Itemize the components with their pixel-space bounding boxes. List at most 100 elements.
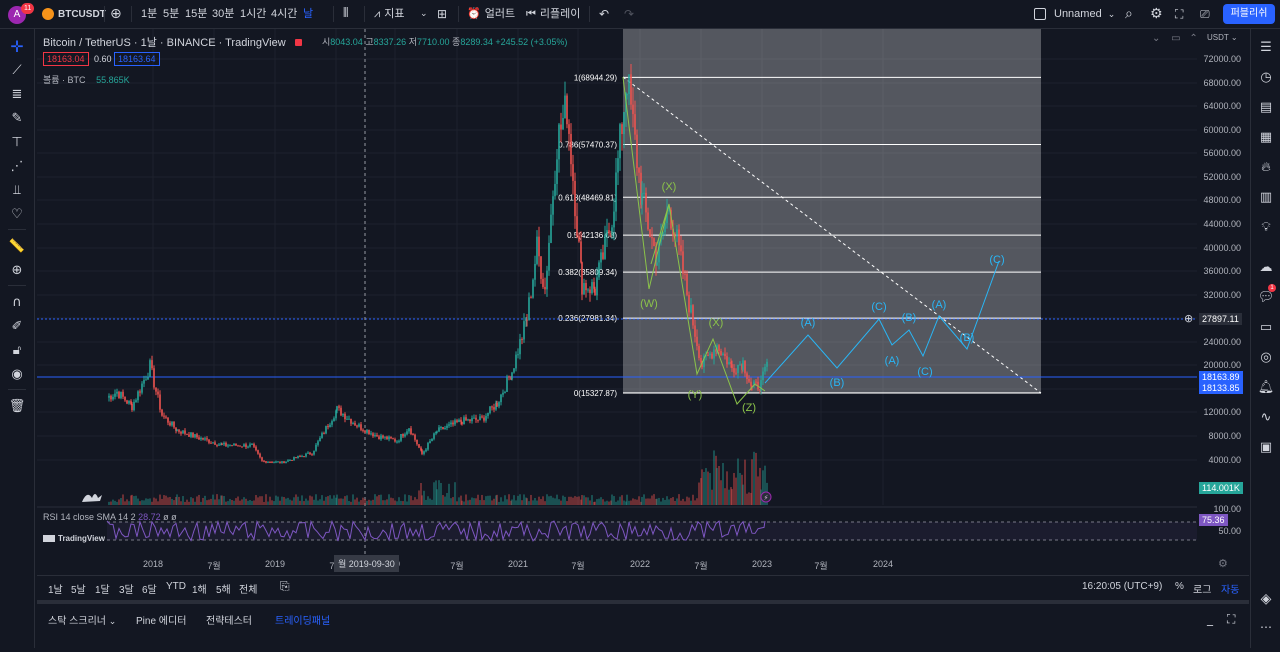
fullscreen-icon[interactable]: ⛶	[1175, 7, 1184, 21]
interval-1m[interactable]: 1분	[141, 8, 158, 20]
auto-toggle[interactable]: 자동	[1221, 585, 1240, 596]
green-wave-label[interactable]: (X)	[709, 317, 724, 329]
data-window-icon[interactable]: ▦	[1259, 129, 1273, 145]
publish-button[interactable]: 퍼블리쉬	[1223, 4, 1275, 24]
green-wave-label[interactable]: (Z)	[742, 402, 756, 414]
range-1d[interactable]: 1날	[48, 585, 63, 596]
tab-pine-editor[interactable]: Pine 에디터	[136, 616, 187, 627]
collapse-icon[interactable]: ⌄	[1152, 33, 1161, 44]
trash-icon[interactable]: 🗑︎	[8, 398, 26, 414]
heart-icon[interactable]: ♡	[11, 206, 23, 222]
blue-wave-label[interactable]: (C)	[917, 366, 932, 378]
symbol-search-button[interactable]: BTCUSDT	[42, 0, 106, 28]
clock-timezone[interactable]: 16:20:05 (UTC+9)	[1082, 581, 1163, 592]
tab-stock-screener[interactable]: 스탁 스크리너 ⌄	[48, 612, 116, 627]
symbol-title[interactable]: Bitcoin / TetherUS · 1날 · BINANCE · Trad…	[43, 37, 286, 49]
sell-price-box[interactable]: 18163.04	[43, 52, 89, 66]
prediction-icon[interactable]: ⫫	[13, 182, 21, 198]
fib-retracement-icon[interactable]: ≣	[11, 86, 23, 102]
add-alert-icon[interactable]: ⊕	[1184, 312, 1194, 325]
text-tool-icon[interactable]: ⊤	[11, 134, 23, 150]
interval-30m[interactable]: 30분	[212, 8, 235, 20]
blue-wave-label[interactable]: (C)	[989, 254, 1004, 266]
lock-icon[interactable]: 🔓︎	[12, 342, 22, 358]
camera-icon[interactable]: ⎚	[1200, 7, 1210, 21]
green-wave-label[interactable]: (X)	[662, 181, 677, 193]
range-6m[interactable]: 6달	[142, 585, 157, 596]
range-5y[interactable]: 5해	[216, 585, 231, 596]
help-icon[interactable]: ▣	[1259, 439, 1273, 455]
green-wave-label[interactable]: (Y)	[688, 389, 703, 401]
watchlist-icon[interactable]: ☰	[1260, 39, 1272, 55]
blue-wave-label[interactable]: (A)	[932, 299, 947, 311]
gear-icon[interactable]: ⚙	[1150, 6, 1163, 22]
zoom-in-icon[interactable]: ⊕	[11, 262, 23, 278]
blue-wave-label[interactable]: (B)	[902, 312, 917, 324]
blue-wave-label[interactable]: (A)	[885, 355, 900, 367]
blue-wave-label[interactable]: (B)	[830, 377, 845, 389]
chat-icon[interactable]: 💬︎	[1257, 289, 1275, 305]
alerts-clock-icon[interactable]: ◷	[1260, 69, 1272, 85]
tab-strategy-tester[interactable]: 전략테스터	[206, 616, 252, 627]
messages-icon[interactable]: ▭	[1259, 319, 1273, 335]
alert-button[interactable]: ⏰ 얼러트	[467, 0, 515, 28]
minimize-panel-icon[interactable]: _	[1207, 612, 1213, 626]
blue-wave-label[interactable]: (A)	[801, 317, 816, 329]
brush-icon[interactable]: ✎	[11, 110, 23, 126]
pattern-icon[interactable]: ⋰	[10, 158, 24, 174]
currency-selector[interactable]: USDT ⌄	[1207, 33, 1238, 42]
maximize-panel-icon[interactable]: ⛶	[1227, 612, 1236, 626]
interval-4h[interactable]: 4시간	[271, 8, 298, 20]
range-ytd[interactable]: YTD	[166, 581, 186, 592]
pulse-icon[interactable]: ∿	[1260, 409, 1272, 425]
redo-icon[interactable]: ↷	[624, 7, 635, 21]
chevron-down-icon[interactable]: ⌄	[420, 9, 428, 19]
hotlist-icon[interactable]: 🔥︎	[1261, 159, 1271, 175]
goto-date-icon[interactable]: ⎘	[280, 579, 290, 593]
blue-wave-label[interactable]: (C)	[871, 301, 886, 313]
templates-grid-icon[interactable]: ⊞	[437, 7, 448, 21]
range-all[interactable]: 전체	[239, 585, 258, 596]
calendar-icon[interactable]: ▥	[1259, 189, 1273, 205]
range-5d[interactable]: 5날	[71, 585, 86, 596]
fib-zone[interactable]	[623, 29, 1041, 394]
object-tree-icon[interactable]: ⋯	[1260, 620, 1272, 634]
eye-icon[interactable]: ◉	[11, 366, 23, 382]
time-axis-settings-icon[interactable]: ⚙	[1218, 557, 1228, 570]
magnet-icon[interactable]: ∩	[12, 294, 22, 310]
trend-line-icon[interactable]: ⟋	[12, 62, 22, 78]
maximize-icon[interactable]: ▭	[1171, 33, 1181, 44]
range-1m[interactable]: 1달	[95, 585, 110, 596]
price-chart[interactable]: 1(68944.29) 0.786(57470.37) 0.618(48469.81…	[37, 29, 1197, 569]
price-axis[interactable]: USDT ⌄ 72000.00 68000.00 64000.00 60000.00 5…	[1184, 29, 1249, 569]
layout-selector[interactable]: Unnamed ⌄	[1034, 0, 1115, 28]
news-icon[interactable]: ▤	[1259, 99, 1273, 115]
interval-1h[interactable]: 1시간	[240, 8, 267, 20]
range-3m[interactable]: 3달	[119, 585, 134, 596]
notifications-icon[interactable]: 🔔︎	[1257, 379, 1275, 395]
indicators-button[interactable]: ⩘ 지표	[374, 0, 404, 28]
layers-icon[interactable]: ◈	[1260, 591, 1272, 607]
search-icon[interactable]: ⌕	[1125, 6, 1133, 22]
ideas-bulb-icon[interactable]: 💡︎	[1261, 219, 1271, 235]
compare-add-icon[interactable]: ⊕	[110, 6, 122, 22]
ruler-icon[interactable]: 📏	[8, 238, 26, 254]
lightning-event-icon[interactable]	[760, 491, 772, 503]
close-pane-icon[interactable]: ⌃	[1189, 33, 1198, 44]
undo-icon[interactable]: ↶	[599, 7, 610, 21]
blue-wave-label[interactable]: (B)	[960, 332, 975, 344]
crosshair-icon[interactable]: ✛	[10, 36, 24, 56]
interval-5m[interactable]: 5분	[163, 8, 180, 20]
buy-price-box[interactable]: 18163.64	[114, 52, 160, 66]
log-toggle[interactable]: 로그	[1193, 585, 1212, 596]
range-1y[interactable]: 1해	[192, 585, 207, 596]
streams-icon[interactable]: ☁	[1259, 259, 1273, 275]
broadcast-icon[interactable]: ◎	[1260, 349, 1272, 365]
interval-15m[interactable]: 15분	[185, 8, 208, 20]
green-wave-label[interactable]: (W)	[640, 298, 658, 310]
tab-trading-panel[interactable]: 트레이딩패널	[275, 616, 331, 627]
candles-chart-type-icon[interactable]: ⫴	[343, 6, 349, 21]
interval-1d[interactable]: 날	[303, 8, 314, 20]
percent-toggle[interactable]: %	[1175, 581, 1184, 592]
lock-drawing-icon[interactable]: ✐	[11, 318, 23, 334]
